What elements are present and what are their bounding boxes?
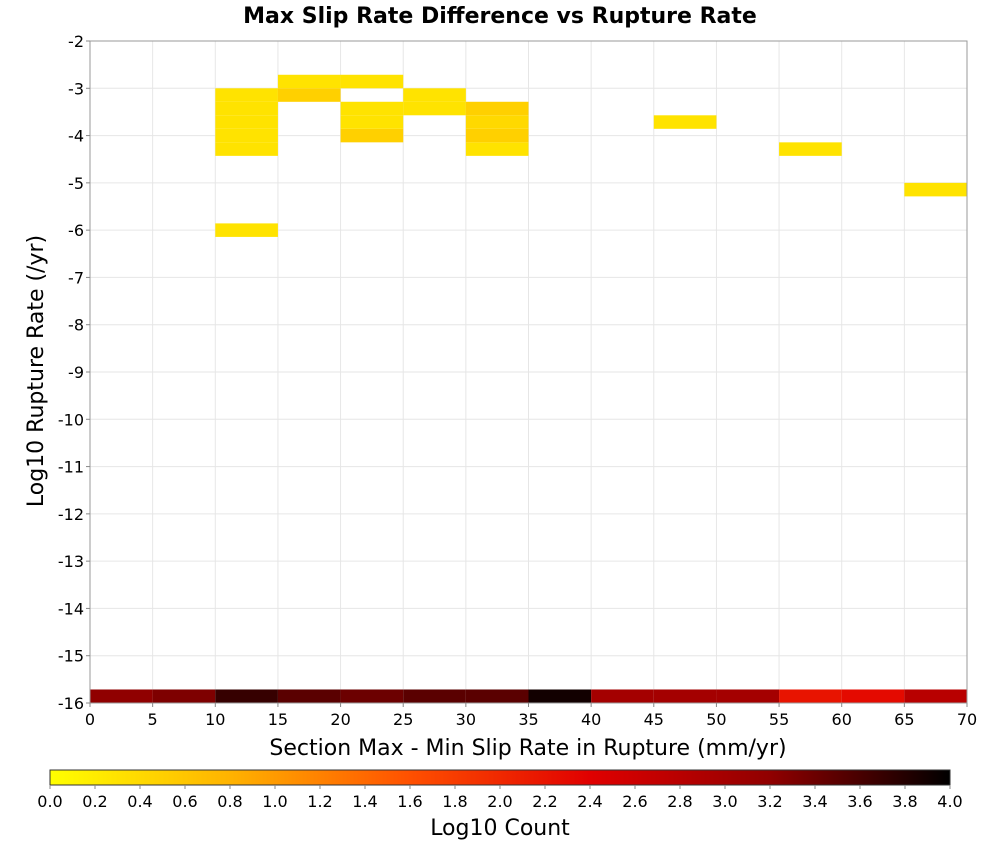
y-tick-label: -13 <box>58 552 84 571</box>
colorbar-tick-label: 0.0 <box>37 792 62 811</box>
heatmap-cell <box>904 689 967 703</box>
colorbar-tick-label: 0.2 <box>82 792 107 811</box>
heatmap-cell <box>340 115 404 129</box>
heatmap-cell <box>340 128 404 143</box>
x-tick-label: 15 <box>268 710 288 729</box>
x-tick-label: 20 <box>330 710 350 729</box>
heatmap-cell <box>215 223 278 237</box>
heatmap-cell <box>277 689 341 703</box>
heatmap-cell <box>841 689 905 703</box>
colorbar-tick-label: 3.8 <box>892 792 917 811</box>
x-tick-label: 60 <box>832 710 852 729</box>
x-tick-label: 10 <box>205 710 225 729</box>
y-tick-label: -11 <box>58 458 84 477</box>
heatmap-cell <box>465 101 529 116</box>
x-tick-label: 70 <box>957 710 977 729</box>
y-tick-label: -3 <box>68 79 84 98</box>
heatmap-cell <box>215 88 278 102</box>
heatmap-cell <box>528 689 592 703</box>
colorbar-tick-label: 0.8 <box>217 792 242 811</box>
heatmap-cell <box>653 689 717 703</box>
colorbar-ticks: 0.0 0.2 0.4 0.6 0.8 1.0 1.2 1.4 1.6 1.8 2.0 2.2 2.4 2… <box>37 785 963 811</box>
x-tick-label: 0 <box>85 710 95 729</box>
y-tick-label: -16 <box>58 694 84 713</box>
heatmap-cell <box>215 115 278 129</box>
heatmap-cell <box>591 689 654 703</box>
heatmap-cell <box>653 115 717 129</box>
heatmap-cell <box>340 689 404 703</box>
heatmap-cell <box>215 689 278 703</box>
colorbar-tick-label: 2.4 <box>577 792 602 811</box>
colorbar-tick-label: 2.0 <box>487 792 512 811</box>
y-tick-label: -15 <box>58 647 84 666</box>
x-tick-label: 35 <box>518 710 538 729</box>
heatmap-cell <box>277 74 341 89</box>
y-tick-label: -14 <box>58 599 84 618</box>
x-tick-label: 25 <box>393 710 413 729</box>
colorbar-tick-label: 2.2 <box>532 792 557 811</box>
colorbar-tick-label: 3.6 <box>847 792 872 811</box>
heatmap-cell <box>277 88 341 102</box>
colorbar-tick-label: 1.0 <box>262 792 287 811</box>
y-tick-label: -8 <box>68 316 84 335</box>
heatmap-cells <box>90 74 967 703</box>
y-tick-label: -4 <box>68 127 84 146</box>
colorbar-tick-label: 0.4 <box>127 792 152 811</box>
heatmap-cell <box>340 74 404 89</box>
y-tick-label: -7 <box>68 268 84 287</box>
heatmap-cell <box>465 142 529 156</box>
heatmap-cell <box>403 689 466 703</box>
x-tick-label: 40 <box>581 710 601 729</box>
colorbar-tick-label: 2.8 <box>667 792 692 811</box>
colorbar <box>49 769 951 786</box>
heatmap-cell <box>465 115 529 129</box>
colorbar-tick-label: 1.4 <box>352 792 377 811</box>
colorbar-tick-label: 1.8 <box>442 792 467 811</box>
heatmap-cell <box>152 689 216 703</box>
x-tick-label: 55 <box>769 710 789 729</box>
y-tick-label: -6 <box>68 221 84 240</box>
x-tick-label: 50 <box>706 710 726 729</box>
heatmap-cell <box>779 689 842 703</box>
y-tick-label: -9 <box>68 363 84 382</box>
colorbar-tick-label: 3.4 <box>802 792 827 811</box>
colorbar-tick-label: 0.6 <box>172 792 197 811</box>
y-axis-ticks: -2 -3 -4 -5 -6 -7 -8 -9 -10 -11 -12 -13 -14 -15 -16 <box>58 32 90 713</box>
heatmap-cell <box>465 128 529 143</box>
colorbar-tick-label: 1.2 <box>307 792 332 811</box>
x-tick-label: 65 <box>894 710 914 729</box>
x-tick-label: 30 <box>456 710 476 729</box>
x-tick-label: 5 <box>148 710 158 729</box>
heatmap-cell <box>716 689 780 703</box>
x-axis-label: Section Max - Min Slip Rate in Rupture (… <box>269 736 786 761</box>
chart-title: Max Slip Rate Difference vs Rupture Rate <box>243 4 757 29</box>
heatmap-cell <box>403 88 466 102</box>
heatmap-cell <box>403 101 466 116</box>
heatmap-cell <box>215 142 278 156</box>
colorbar-tick-label: 2.6 <box>622 792 647 811</box>
heatmap-cell <box>90 689 153 703</box>
y-tick-label: -2 <box>68 32 84 51</box>
colorbar-label: Log10 Count <box>430 816 570 841</box>
colorbar-tick-label: 4.0 <box>937 792 962 811</box>
heatmap-cell <box>465 689 529 703</box>
heatmap-cell <box>215 101 278 116</box>
y-tick-label: -12 <box>58 505 84 524</box>
y-tick-label: -10 <box>58 410 84 429</box>
heatmap-cell <box>340 101 404 116</box>
y-axis-label: Log10 Rupture Rate (/yr) <box>24 235 49 507</box>
x-tick-label: 45 <box>644 710 664 729</box>
heatmap-cell <box>904 182 967 197</box>
colorbar-tick-label: 1.6 <box>397 792 422 811</box>
colorbar-tick-label: 3.2 <box>757 792 782 811</box>
heatmap-cell <box>779 142 842 156</box>
colorbar-tick-label: 3.0 <box>712 792 737 811</box>
heatmap-cell <box>215 128 278 143</box>
y-tick-label: -5 <box>68 174 84 193</box>
x-axis-ticks: 0 5 10 15 20 25 30 35 40 45 50 55 60 65 70 <box>85 703 977 729</box>
